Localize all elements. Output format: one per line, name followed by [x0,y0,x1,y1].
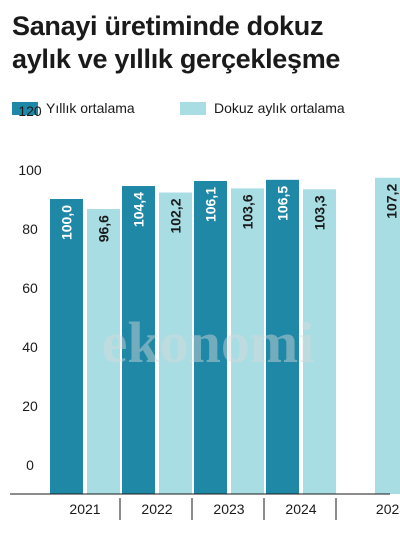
bar-yearly-2024 [266,179,299,494]
bar-yearly-2022 [122,186,155,494]
chart-title-line-2: aylık ve yıllık gerçekleşme [12,44,341,74]
data-label-yearly-2022: 104,4 [131,192,147,227]
x-tick-label-2021: 2021 [69,501,100,517]
y-tick-label: 0 [26,457,34,473]
y-tick-label: 80 [22,221,38,237]
chart-title-line-1: Sanayi üretiminde dokuz [12,11,324,41]
data-label-nine-month-2024: 103,3 [312,195,328,230]
chart-title: Sanayi üretiminde dokuz aylık ve yıllık … [12,10,392,76]
data-label-nine-month-2025: 107,2 [384,184,400,219]
bar-nine-month-2021 [87,209,120,494]
data-label-nine-month-2021: 96,6 [96,215,112,242]
bar-yearly-2021 [50,199,83,494]
data-label-yearly-2024: 106,5 [275,186,291,221]
legend-label-nine-month: Dokuz aylık ortalama [214,100,345,116]
legend-label-yearly: Yıllık ortalama [46,100,135,116]
y-tick-label: 100 [18,162,42,178]
data-label-nine-month-2022: 102,2 [168,198,184,233]
chart-legend: Yıllık ortalama Dokuz aylık ortalama [12,100,392,120]
data-label-yearly-2021: 100,0 [59,205,75,240]
y-tick-label: 20 [22,398,38,414]
x-tick-label-2024: 2024 [285,501,316,517]
legend-item-nine-month: Dokuz aylık ortalama [180,100,345,116]
y-tick-label: 40 [22,339,38,355]
x-tick-label-2023: 2023 [213,501,244,517]
y-tick-label: 120 [18,103,42,119]
legend-swatch-nine-month [180,101,206,115]
bar-yearly-2023 [194,181,227,494]
data-label-nine-month-2023: 103,6 [240,194,256,229]
data-label-yearly-2023: 106,1 [203,187,219,222]
legend-item-yearly: Yıllık ortalama [12,100,135,116]
x-axis-strip [10,494,390,522]
watermark-text: ekonomi [102,310,315,375]
y-tick-label: 60 [22,280,38,296]
x-tick-label-2022: 2022 [141,501,172,517]
legend-swatch-yearly [12,101,38,115]
bar-nine-month-2024 [303,189,336,494]
bar-nine-month-2023 [231,188,264,494]
bar-nine-month-2025 [375,177,400,494]
x-tick-label-2025: 2025 [376,501,400,517]
bar-nine-month-2022 [159,192,192,494]
